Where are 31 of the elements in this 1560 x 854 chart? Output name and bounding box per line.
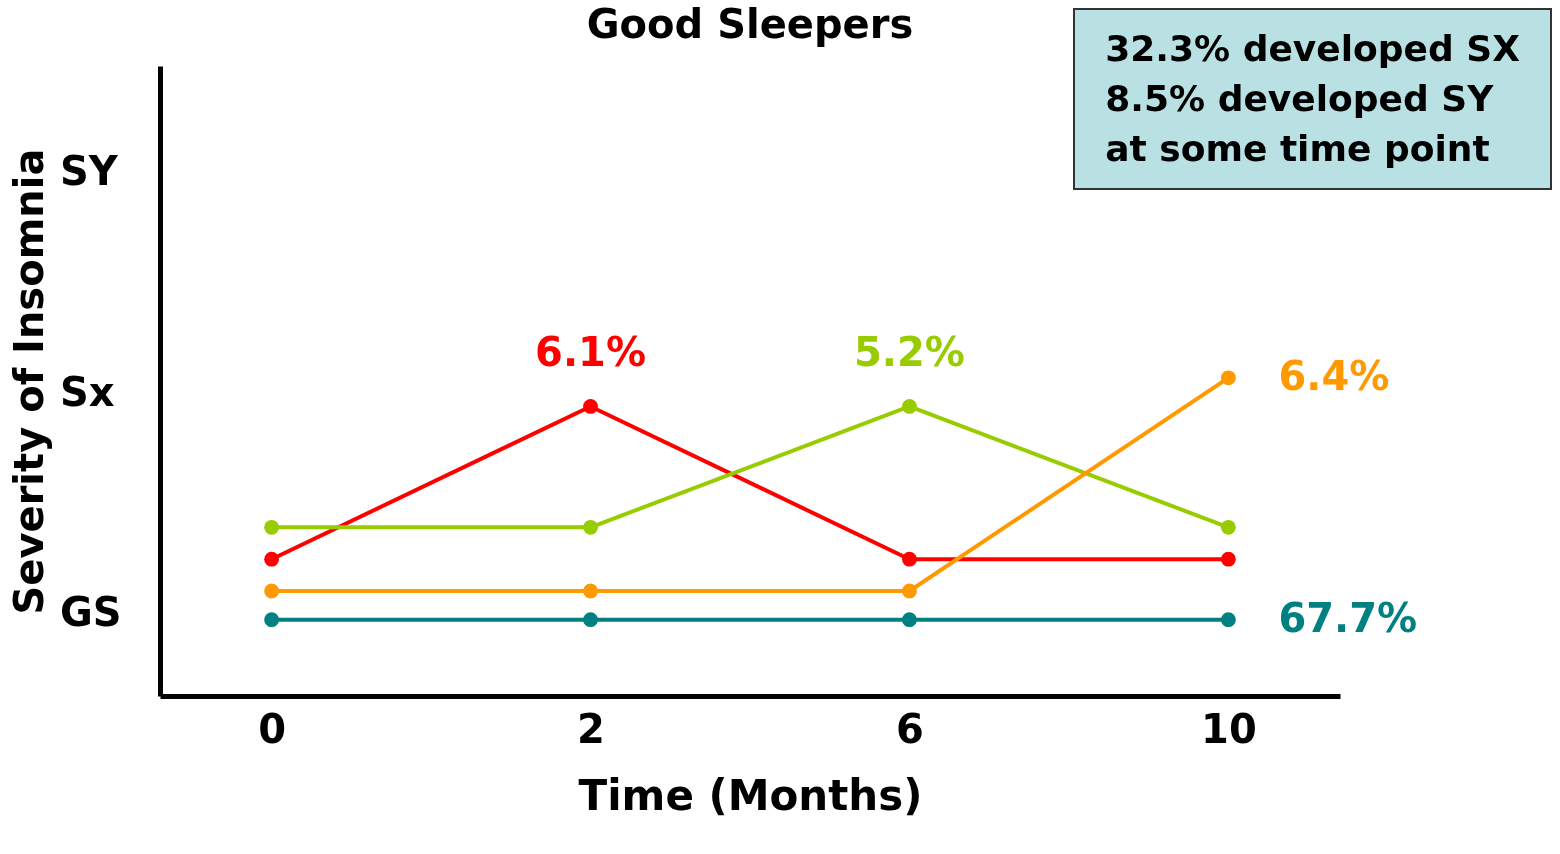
point <box>1220 551 1236 567</box>
point <box>902 612 917 628</box>
point <box>1220 370 1236 386</box>
x-tick-label: 6 <box>896 705 924 752</box>
point <box>1220 612 1236 628</box>
point <box>583 399 598 414</box>
annotation: 5.2% <box>853 329 965 376</box>
point <box>583 519 598 535</box>
chart-title: Good Sleepers <box>586 1 914 47</box>
x-tick-label: 10 <box>1201 705 1257 752</box>
annotation: 67.7% <box>1278 594 1418 641</box>
y-axis-title: Severity of Insomnia <box>5 148 52 615</box>
annotation: 6.1% <box>535 329 647 376</box>
point <box>902 583 917 599</box>
point <box>264 551 280 567</box>
point <box>583 583 598 599</box>
x-tick-label: 0 <box>258 705 287 752</box>
point <box>264 519 280 535</box>
point <box>1220 519 1236 535</box>
annotation: 6.4% <box>1278 352 1390 399</box>
point <box>583 612 598 628</box>
text: GS <box>60 589 122 636</box>
text: Sx <box>60 368 115 415</box>
point <box>902 551 917 567</box>
text: 32.3% developed SX 8.5% developed SY at some time point <box>1073 8 1552 190</box>
text: SY <box>60 148 119 195</box>
point <box>264 583 280 599</box>
x-tick-label: 2 <box>577 705 605 752</box>
point <box>902 399 917 414</box>
point <box>264 612 280 628</box>
x-axis-title: Time (Months) <box>578 770 923 820</box>
